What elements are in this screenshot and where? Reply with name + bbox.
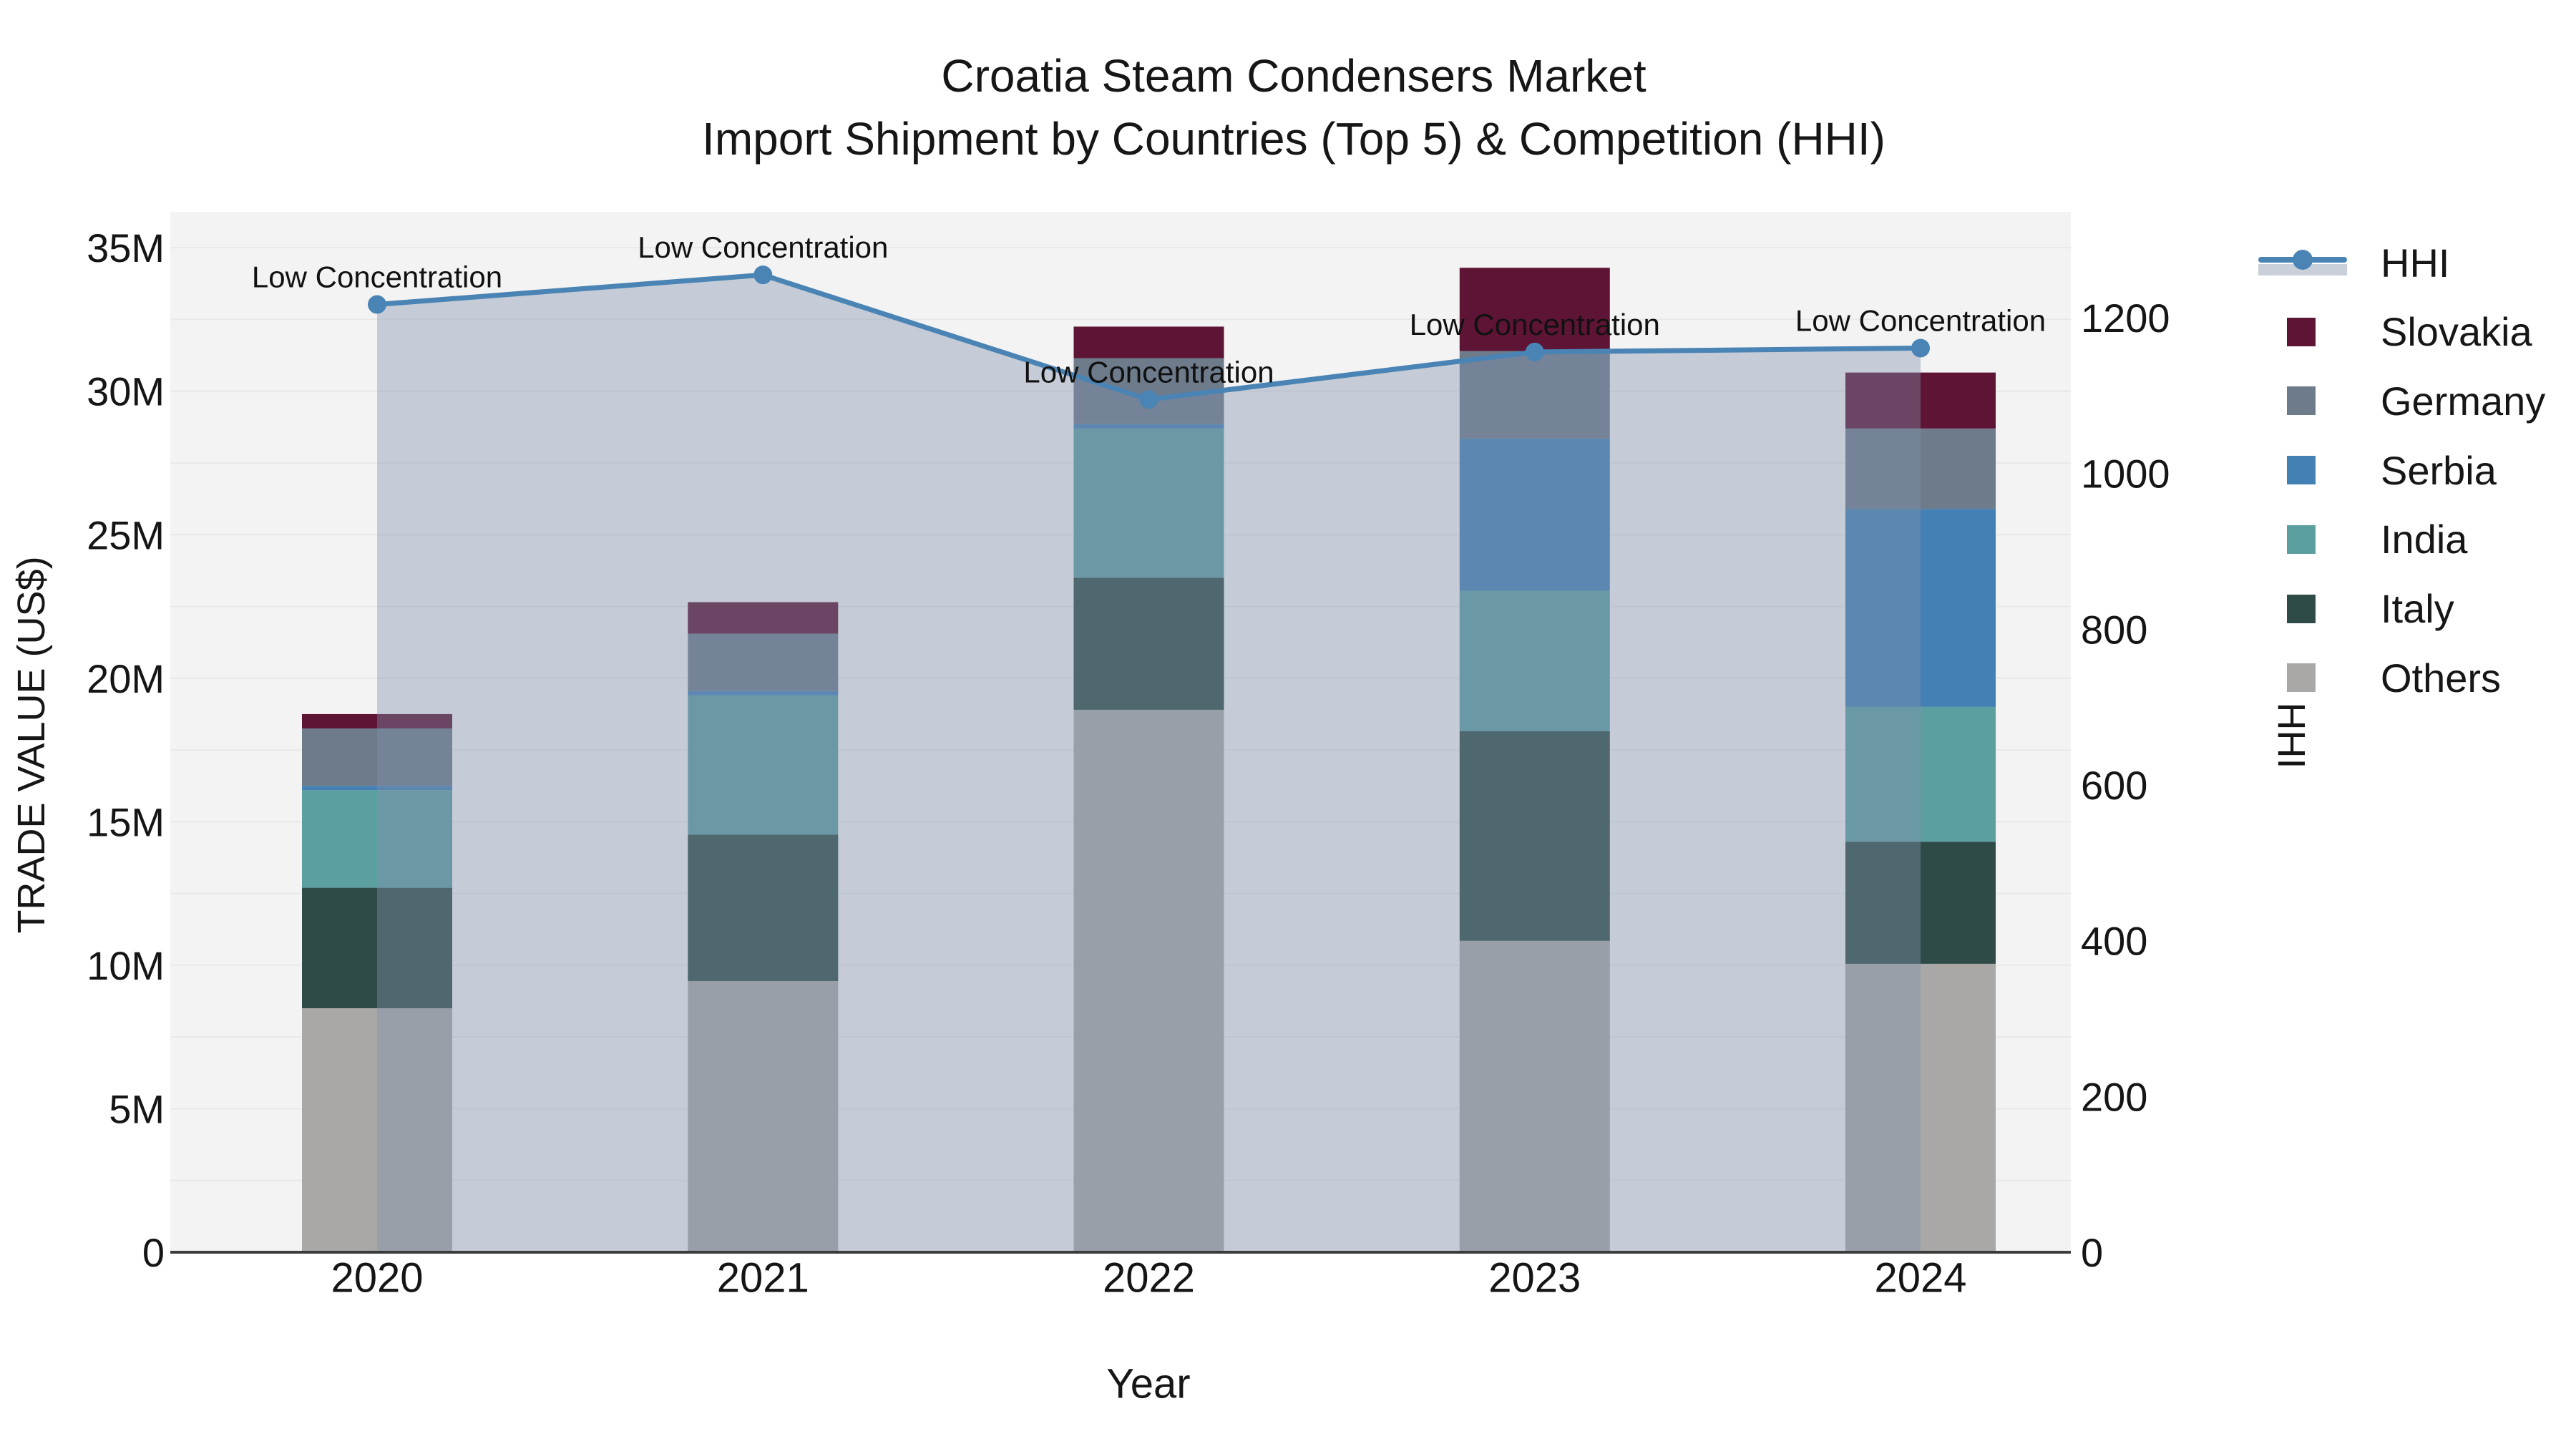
- x-tick-label-2023: 2023: [1488, 1255, 1581, 1302]
- bar-segment-2021-india[interactable]: [688, 695, 839, 835]
- y-left-tick-10M: 10M: [87, 943, 165, 988]
- legend-item-germany[interactable]: Germany: [2254, 366, 2569, 435]
- x-tick-label-2020: 2020: [331, 1255, 423, 1302]
- legend-item-italy[interactable]: Italy: [2254, 575, 2569, 643]
- bar-segment-2024-others[interactable]: [1845, 963, 1996, 1252]
- bar-segment-2022-others[interactable]: [1073, 709, 1224, 1252]
- bar-segment-2024-india[interactable]: [1845, 706, 1996, 842]
- hhi-point-2023[interactable]: [1525, 342, 1544, 361]
- legend-label-slovakia: Slovakia: [2381, 309, 2532, 355]
- bar-segment-2023-slovakia[interactable]: [1459, 268, 1610, 351]
- legend-swatch-serbia: [2287, 456, 2316, 485]
- annotation-2020: Low Concentration: [252, 260, 502, 294]
- bar-segment-2023-italy[interactable]: [1459, 731, 1610, 941]
- y-left-tick-35M: 35M: [87, 225, 165, 270]
- y-right-tick-600: 600: [2081, 763, 2147, 808]
- hhi-area-fill: [377, 275, 1921, 1253]
- y-right-tick-200: 200: [2081, 1074, 2147, 1119]
- chart-title-line2: Import Shipment by Countries (Top 5) & C…: [702, 113, 1885, 165]
- bar-segment-2024-germany[interactable]: [1845, 428, 1996, 509]
- y-left-tick-0: 0: [142, 1230, 165, 1275]
- y-right-tick-0: 0: [2081, 1230, 2103, 1275]
- legend-label-italy: Italy: [2381, 586, 2454, 631]
- legend-label-india: India: [2381, 517, 2468, 562]
- legend-item-others[interactable]: Others: [2254, 643, 2569, 712]
- annotation-2024: Low Concentration: [1795, 303, 2046, 337]
- hhi-point-2021[interactable]: [753, 265, 773, 285]
- y-right-tick-1000: 1000: [2081, 452, 2170, 497]
- bar-segment-2020-italy[interactable]: [302, 887, 452, 1009]
- y-left-tick-20M: 20M: [87, 656, 165, 701]
- legend-item-slovakia[interactable]: Slovakia: [2254, 298, 2569, 366]
- bar-segment-2020-slovakia[interactable]: [302, 713, 452, 728]
- y-right-tick-1200: 1200: [2081, 296, 2170, 341]
- hhi-point-2024[interactable]: [1911, 338, 1930, 358]
- x-tick-label-2021: 2021: [717, 1255, 809, 1302]
- hhi-point-2020[interactable]: [368, 295, 386, 314]
- bar-segment-2022-italy[interactable]: [1073, 577, 1224, 710]
- bar-segment-2021-italy[interactable]: [688, 834, 839, 981]
- annotation-2021: Low Concentration: [638, 230, 888, 264]
- y-right-tick-400: 400: [2081, 919, 2147, 964]
- legend-swatch-india: [2287, 525, 2316, 554]
- bar-segment-2021-germany[interactable]: [688, 633, 839, 691]
- bar-segment-2024-slovakia[interactable]: [1845, 372, 1996, 429]
- y-left-tick-5M: 5M: [109, 1086, 165, 1131]
- y-axis-title-left: TRADE VALUE (US$): [10, 556, 53, 934]
- hhi-line-swatch: [2258, 248, 2347, 277]
- hhi-point-2022[interactable]: [1139, 390, 1158, 409]
- legend-label-germany: Germany: [2381, 378, 2546, 424]
- bar-segment-2023-india[interactable]: [1459, 590, 1610, 732]
- legend-item-serbia[interactable]: Serbia: [2254, 436, 2569, 504]
- bar-segment-2024-italy[interactable]: [1845, 841, 1996, 964]
- bar-segment-2021-serbia[interactable]: [688, 691, 839, 696]
- legend-item-hhi[interactable]: HHI: [2254, 228, 2569, 297]
- x-tick-label-2022: 2022: [1103, 1255, 1195, 1302]
- chart-title-line1: Croatia Steam Condensers Market: [941, 50, 1646, 102]
- chart-title: Croatia Steam Condensers Market Import S…: [702, 44, 1885, 170]
- legend-swatch-slovakia: [2287, 317, 2316, 346]
- annotation-2023: Low Concentration: [1410, 308, 1660, 341]
- legend-label-others: Others: [2381, 655, 2502, 701]
- bar-segment-2022-serbia[interactable]: [1073, 424, 1224, 429]
- bar-segment-2020-others[interactable]: [302, 1008, 452, 1252]
- y-left-tick-30M: 30M: [87, 369, 165, 414]
- bar-segment-2024-serbia[interactable]: [1845, 509, 1996, 707]
- bar-segment-2020-india[interactable]: [302, 790, 452, 888]
- bar-segment-2020-germany[interactable]: [302, 728, 452, 786]
- bar-segment-2023-others[interactable]: [1459, 940, 1610, 1252]
- legend-swatch-italy: [2287, 594, 2316, 623]
- bar-segment-2021-others[interactable]: [688, 980, 839, 1252]
- bar-segment-2021-slovakia[interactable]: [688, 602, 839, 634]
- annotation-2022: Low Concentration: [1023, 355, 1274, 389]
- x-axis-title: Year: [1106, 1360, 1191, 1407]
- legend-swatch-germany: [2287, 386, 2316, 416]
- legend-swatch-others: [2287, 663, 2316, 693]
- y-axis-title-right: HHI: [2270, 702, 2313, 769]
- legend-label-serbia: Serbia: [2381, 447, 2497, 493]
- y-right-tick-800: 800: [2081, 607, 2147, 652]
- y-left-tick-25M: 25M: [87, 512, 165, 557]
- legend-item-india[interactable]: India: [2254, 505, 2569, 574]
- bar-segment-2022-india[interactable]: [1073, 428, 1224, 578]
- bar-segment-2020-serbia[interactable]: [302, 786, 452, 791]
- y-left-tick-15M: 15M: [87, 799, 165, 844]
- x-tick-label-2024: 2024: [1874, 1255, 1966, 1302]
- bar-segment-2023-germany[interactable]: [1459, 351, 1610, 439]
- bar-segment-2023-serbia[interactable]: [1459, 438, 1610, 591]
- legend-label-hhi: HHI: [2381, 240, 2450, 286]
- bar-segment-2022-slovakia[interactable]: [1073, 326, 1224, 358]
